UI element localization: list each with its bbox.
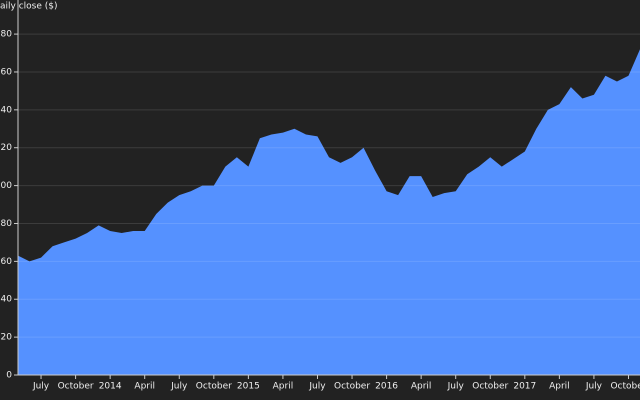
x-tick-label: 2014 <box>99 382 122 392</box>
x-tick-label: 2017 <box>513 382 536 392</box>
x-tick-label: 2015 <box>237 382 260 392</box>
y-tick-label: 120 <box>0 143 12 153</box>
area <box>18 49 640 375</box>
y-tick-label: 40 <box>1 295 13 305</box>
y-tick-label: 60 <box>1 257 13 267</box>
x-tick-label: April <box>411 382 432 392</box>
x-tick-label: 2016 <box>375 382 398 392</box>
y-tick-label: 140 <box>0 105 12 115</box>
y-tick-label: 0 <box>6 371 12 381</box>
x-tick-label: July <box>170 382 188 392</box>
x-tick-label: October <box>472 382 508 392</box>
x-tick-label: July <box>32 382 50 392</box>
y-tick-label: 100 <box>0 181 12 191</box>
x-tick-label: October <box>196 382 232 392</box>
y-axis-label: aily close ($) <box>0 2 58 12</box>
x-tick-label: July <box>585 382 603 392</box>
x-tick-label: October <box>58 382 94 392</box>
x-tick-label: October <box>610 382 640 392</box>
x-tick-label: April <box>549 382 570 392</box>
y-tick-label: 160 <box>0 67 12 77</box>
x-tick-label: July <box>308 382 326 392</box>
y-tick-label: 80 <box>1 219 13 229</box>
y-tick-label: 180 <box>0 30 12 40</box>
x-tick-label: April <box>273 382 294 392</box>
x-tick-label: April <box>134 382 155 392</box>
x-tick-label: July <box>447 382 465 392</box>
y-tick-label: 20 <box>1 333 13 343</box>
x-tick-label: October <box>334 382 370 392</box>
